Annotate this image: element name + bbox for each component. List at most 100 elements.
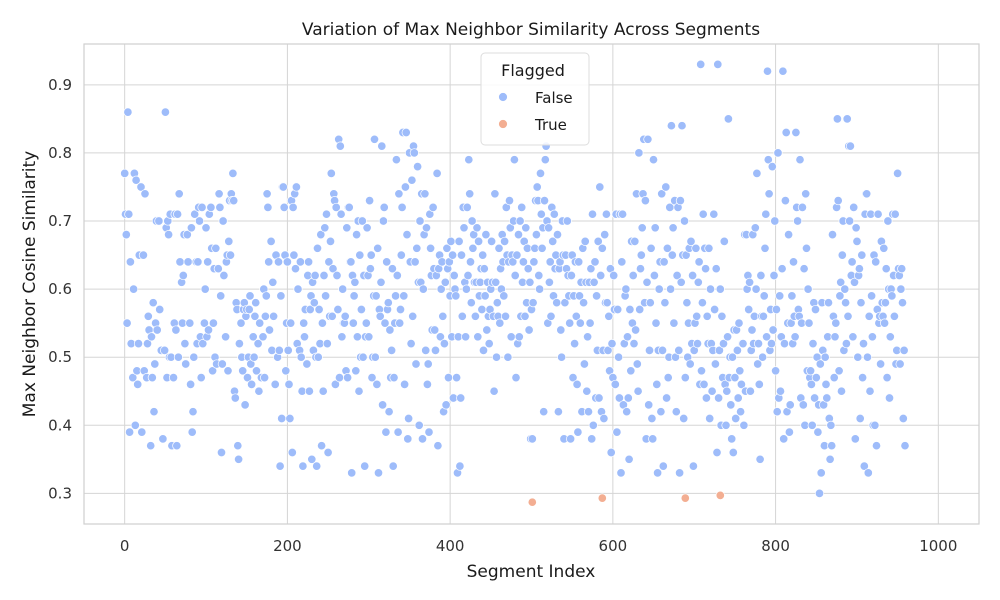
data-point bbox=[193, 257, 203, 267]
data-point bbox=[251, 366, 262, 376]
data-point bbox=[642, 277, 652, 287]
data-point bbox=[768, 325, 778, 335]
data-point bbox=[759, 291, 769, 301]
data-point bbox=[283, 345, 293, 355]
data-point bbox=[333, 304, 343, 315]
data-point bbox=[361, 318, 371, 328]
data-point bbox=[464, 155, 474, 165]
data-point bbox=[610, 379, 620, 389]
data-point bbox=[650, 223, 660, 233]
data-point bbox=[138, 250, 148, 260]
data-point bbox=[175, 257, 185, 267]
data-point bbox=[517, 202, 527, 212]
data-point bbox=[362, 223, 372, 233]
data-point bbox=[597, 243, 607, 253]
data-point bbox=[666, 284, 676, 294]
data-point bbox=[574, 257, 584, 267]
data-point bbox=[133, 379, 143, 389]
data-point bbox=[676, 277, 686, 287]
data-point bbox=[384, 407, 394, 417]
data-point bbox=[566, 434, 576, 444]
data-point bbox=[288, 202, 298, 212]
data-point bbox=[334, 373, 345, 383]
data-point bbox=[609, 270, 619, 281]
data-point bbox=[121, 230, 131, 240]
data-point bbox=[304, 386, 314, 396]
data-point bbox=[378, 400, 388, 410]
data-point bbox=[849, 202, 859, 212]
data-point bbox=[727, 434, 737, 444]
data-point bbox=[326, 168, 336, 178]
x-tick-label: 0 bbox=[120, 537, 130, 555]
data-point bbox=[841, 339, 851, 349]
data-point bbox=[382, 257, 392, 267]
data-point bbox=[462, 202, 472, 212]
data-point bbox=[409, 148, 419, 158]
data-point bbox=[755, 454, 765, 464]
data-point bbox=[186, 379, 196, 389]
data-point bbox=[832, 114, 842, 124]
data-point bbox=[723, 332, 733, 342]
data-point bbox=[504, 196, 515, 206]
data-point bbox=[590, 257, 600, 267]
data-point bbox=[760, 243, 770, 253]
data-point bbox=[636, 250, 646, 260]
data-point bbox=[657, 345, 668, 355]
data-point bbox=[827, 230, 838, 240]
data-point bbox=[417, 434, 428, 444]
data-point bbox=[583, 332, 593, 342]
data-point bbox=[451, 291, 461, 301]
data-point bbox=[528, 298, 538, 308]
data-point bbox=[871, 257, 881, 267]
data-point bbox=[898, 413, 908, 424]
data-point bbox=[372, 379, 382, 389]
data-point bbox=[662, 243, 672, 253]
data-point bbox=[200, 284, 210, 294]
data-point bbox=[613, 304, 623, 315]
data-point bbox=[571, 311, 581, 321]
data-point bbox=[719, 236, 729, 246]
data-point bbox=[849, 277, 860, 287]
data-point bbox=[358, 352, 368, 362]
data-point bbox=[499, 291, 509, 301]
data-point bbox=[587, 209, 598, 219]
data-point bbox=[568, 373, 578, 383]
data-point bbox=[895, 359, 905, 369]
data-point bbox=[245, 291, 255, 301]
data-point bbox=[810, 304, 821, 315]
y-axis-label: Max Neighbor Cosine Similarity bbox=[20, 151, 40, 417]
data-point bbox=[298, 461, 308, 471]
data-point bbox=[614, 352, 624, 362]
y-tick-label: 0.6 bbox=[48, 280, 72, 298]
data-point bbox=[532, 182, 542, 192]
data-point bbox=[263, 202, 273, 212]
data-point bbox=[804, 318, 814, 328]
data-point bbox=[705, 284, 716, 294]
data-point bbox=[717, 311, 727, 321]
data-point bbox=[867, 332, 877, 342]
data-point bbox=[401, 127, 411, 138]
data-point bbox=[830, 332, 840, 342]
data-point bbox=[208, 366, 218, 376]
data-point bbox=[432, 168, 442, 178]
data-point bbox=[124, 209, 134, 219]
data-point bbox=[273, 257, 284, 267]
data-point bbox=[646, 243, 656, 253]
data-point bbox=[351, 366, 361, 376]
data-point bbox=[826, 420, 836, 430]
data-point bbox=[186, 223, 196, 233]
data-point bbox=[535, 168, 546, 178]
legend-marker-false bbox=[498, 92, 508, 102]
data-point bbox=[635, 264, 646, 274]
data-point bbox=[172, 441, 182, 451]
data-point bbox=[377, 141, 387, 151]
data-point bbox=[512, 250, 522, 260]
data-point bbox=[439, 339, 449, 349]
data-point bbox=[354, 386, 364, 396]
data-point bbox=[858, 373, 868, 383]
data-point bbox=[199, 318, 209, 328]
data-point bbox=[495, 318, 505, 328]
data-point bbox=[137, 427, 147, 437]
data-point bbox=[604, 311, 614, 321]
data-point bbox=[325, 236, 336, 246]
